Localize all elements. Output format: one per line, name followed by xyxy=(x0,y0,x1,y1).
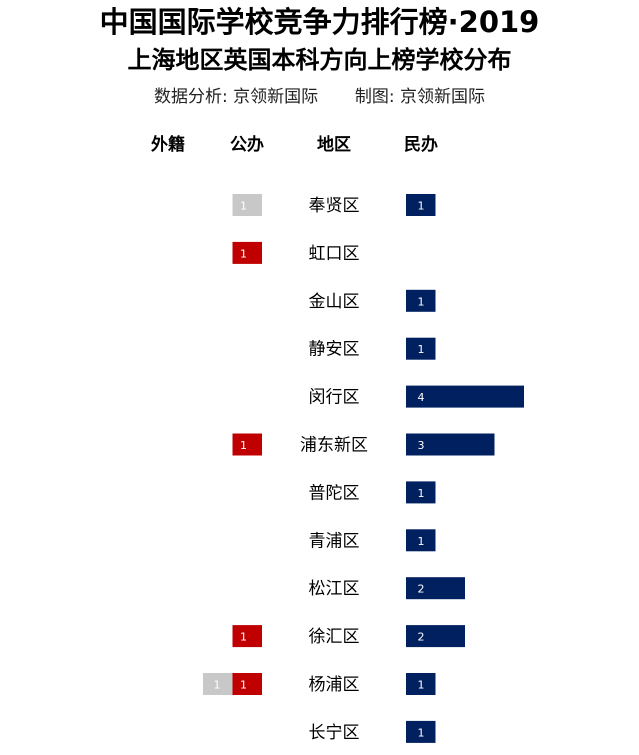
private-bar xyxy=(406,625,465,648)
chart-title: 中国国际学校竞争力排行榜·2019 xyxy=(99,5,540,39)
district-label: 浦东新区 xyxy=(300,436,368,456)
district-label: 青浦区 xyxy=(309,531,360,551)
district-label: 静安区 xyxy=(309,340,360,360)
district-label: 普陀区 xyxy=(309,483,360,503)
private-bar xyxy=(406,289,436,312)
analysis-value: 京领新国际 xyxy=(233,87,319,107)
private-bar-label: 1 xyxy=(418,295,425,308)
district-label: 金山区 xyxy=(309,292,360,312)
private-bar-label: 1 xyxy=(418,535,425,548)
private-bar xyxy=(406,529,436,552)
public-bar xyxy=(232,241,262,264)
header-private: 民办 xyxy=(404,135,438,155)
chart-subtitle: 上海地区英国本科方向上榜学校分布 xyxy=(127,46,512,74)
private-bar xyxy=(406,720,436,743)
header-foreign: 外籍 xyxy=(151,135,185,155)
private-bar-label: 3 xyxy=(418,439,425,452)
private-bar-label: 1 xyxy=(418,200,425,213)
public-bar xyxy=(232,194,262,216)
district-label: 松江区 xyxy=(309,579,360,599)
district-label: 闵行区 xyxy=(309,388,360,408)
public-bar-label: 1 xyxy=(240,247,247,260)
private-bar xyxy=(406,481,436,504)
district-label: 长宁区 xyxy=(309,723,360,743)
chart-credits: 数据分析: 京领新国际 制图: 京领新国际 xyxy=(0,86,639,108)
private-bar-label: 1 xyxy=(418,726,425,739)
district-label: 奉贤区 xyxy=(309,196,360,216)
public-bar xyxy=(232,433,262,456)
public-bar-label: 1 xyxy=(240,200,247,213)
private-bar-label: 2 xyxy=(418,631,425,644)
private-bar-label: 2 xyxy=(418,583,425,596)
public-bar-label: 1 xyxy=(240,439,247,452)
private-bar-label: 1 xyxy=(418,679,425,692)
header-district: 地区 xyxy=(317,135,351,155)
analysis-label: 数据分析: xyxy=(153,87,228,107)
district-label: 徐汇区 xyxy=(309,627,360,647)
header-public: 公办 xyxy=(230,135,264,155)
public-bar xyxy=(232,673,262,695)
private-bar-label: 1 xyxy=(418,343,425,356)
private-bar xyxy=(406,673,436,695)
private-bar xyxy=(406,337,436,360)
chart-credit-label: 制图: xyxy=(354,87,395,107)
private-bar-label: 1 xyxy=(418,487,425,500)
public-bar-label: 1 xyxy=(240,679,247,692)
public-bar-label: 1 xyxy=(240,631,247,644)
foreign-bar xyxy=(203,673,233,695)
private-bar-label: 4 xyxy=(418,391,425,404)
private-bar xyxy=(406,385,524,408)
district-label: 杨浦区 xyxy=(309,675,360,695)
private-bar xyxy=(406,194,436,216)
private-bar xyxy=(406,433,495,456)
foreign-bar-label: 1 xyxy=(214,679,221,692)
district-label: 虹口区 xyxy=(309,244,360,264)
private-bar xyxy=(406,577,465,600)
chart-credit-value: 京领新国际 xyxy=(400,87,486,107)
public-bar xyxy=(232,625,262,648)
